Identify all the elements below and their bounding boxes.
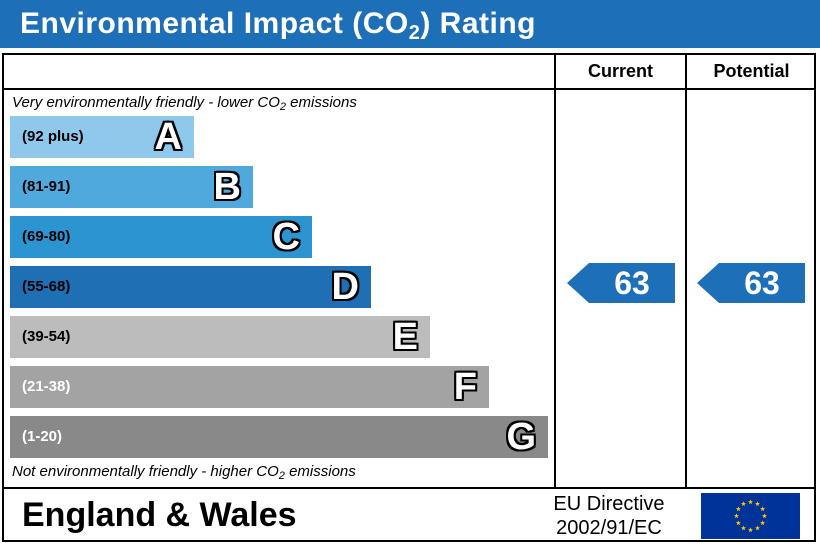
directive-line-1: EU Directive [553,493,665,515]
divider-footer-row [2,487,816,489]
band-letter-label: C [272,216,300,258]
rating-band-d: (55-68) D [10,266,371,308]
eu-star-icon [755,501,760,506]
eu-star-icon [755,525,760,531]
rating-table-border [2,53,816,542]
band-letter-label: G [506,416,536,458]
band-range-label: (55-68) [22,278,71,295]
eu-star-icon [748,527,753,533]
eu-star-icon [735,506,741,512]
current-arrow-shape [567,263,675,303]
band-letter-label: A [154,116,182,158]
chart-title: Environmental Impact (CO2) Rating [20,7,537,44]
eu-star-icon [741,525,746,531]
rating-band-f: (21-38) F [10,366,489,408]
band-range-label: (81-91) [22,178,71,195]
band-letter-label: F [453,366,477,408]
eu-star-icon [760,520,766,526]
band-letter-label: E [392,316,418,358]
band-range-label: (1-20) [22,428,63,445]
band-range-label: (69-80) [22,228,71,245]
column-current-label: Current [587,61,653,81]
column-potential-label: Potential [713,61,790,81]
eu-star-icon [734,513,739,519]
current-rating-value: 63 [614,265,650,301]
footer-country: England & Wales [22,496,297,534]
eu-flag-icon [701,493,800,539]
divider-header-row [2,88,816,90]
divider-current [554,53,556,489]
potential-rating-marker: 63 [697,263,805,303]
potential-rating-value: 63 [744,265,780,301]
eu-star-icon [741,501,746,506]
note-bottom: Not environmentally friendly - higher CO… [12,463,356,482]
rating-band-b: (81-91) B [10,166,253,208]
potential-arrow-shape [697,263,805,303]
eu-star-icon [762,513,767,519]
rating-band-e: (39-54) E [10,316,430,358]
current-rating-marker: 63 [567,263,675,303]
band-range-label: (92 plus) [22,128,84,145]
header-bar: Environmental Impact (CO2) Rating [0,0,820,48]
footer-directive: EU Directive 2002/91/EC [526,492,692,540]
divider-potential [685,53,687,489]
band-range-label: (21-38) [22,378,71,395]
band-letter-label: D [331,266,359,308]
note-top: Very environmentally friendly - lower CO… [12,94,357,113]
band-letter-label: B [213,166,241,208]
eu-star-icon [760,506,766,512]
rating-band-g: (1-20) G [10,416,548,458]
directive-line-2: 2002/91/EC [556,517,662,539]
rating-band-a: (92 plus) A [10,116,194,158]
band-range-label: (39-54) [22,328,71,345]
eu-star-icon [748,499,753,505]
eu-star-icon [735,520,741,526]
rating-band-c: (69-80) C [10,216,312,258]
